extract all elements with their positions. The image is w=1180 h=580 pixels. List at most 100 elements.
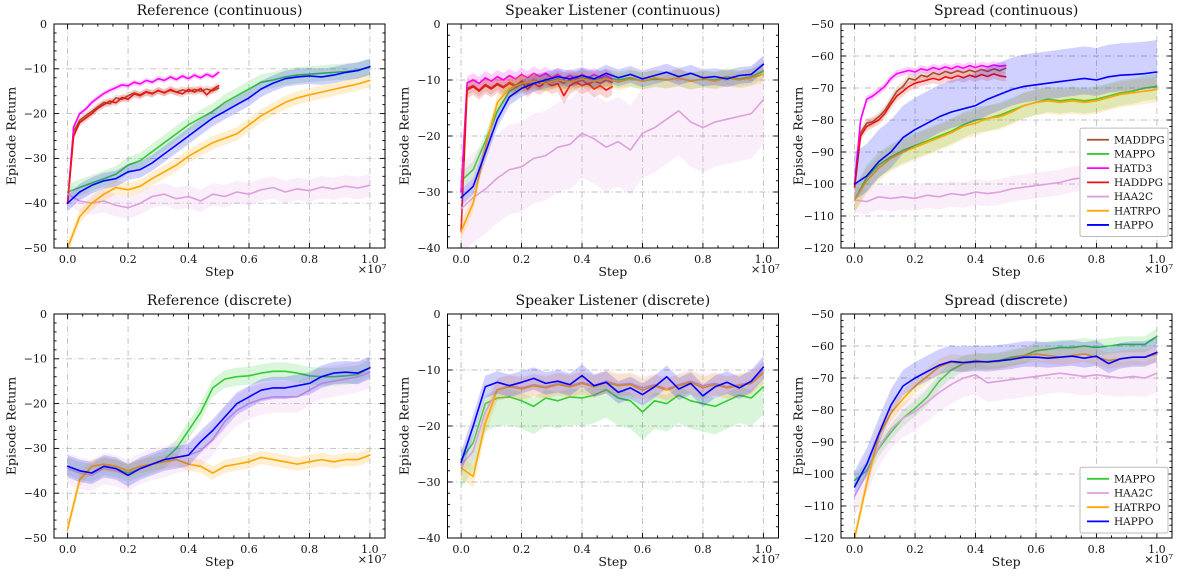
series-line-haddpg [460, 81, 614, 232]
x-axis-offset-text: ×10⁷ [357, 552, 387, 566]
subplot-speaker-listener-continuous: 0.0 0.2 0.4 0.6 0.8 1.0 0 −10 −20 −30 −40 Speaker … [393, 0, 786, 290]
x-axis-label: Step [205, 554, 234, 569]
series-group [460, 54, 765, 248]
x-tick-label: 0.0 [846, 253, 864, 266]
y-tick-label: −50 [24, 532, 47, 545]
x-tick-label: 0.2 [119, 253, 137, 266]
legend-label-hatrpo: HATRPO [1114, 502, 1161, 514]
confidence-band-happo [854, 336, 1157, 497]
confidence-band-haddpg [461, 73, 613, 240]
series-line-happo [460, 366, 765, 464]
series-line-happo [460, 63, 765, 199]
series-line-haa2c [66, 371, 371, 477]
x-tick-label: 0.6 [1027, 543, 1045, 556]
confidence-band-mappo [461, 378, 764, 488]
confidence-band-mappo [854, 73, 1157, 213]
subplot-reference-continuous: 0.0 0.2 0.4 0.6 0.8 1.0 0 −10 −20 −30 −40 −50 Refer… [0, 0, 393, 290]
confidence-band-hatrpo [461, 361, 764, 488]
y-tick-label: −30 [24, 152, 47, 165]
chart-title: Reference (discrete) [146, 293, 293, 309]
x-tick-label: 0.8 [301, 543, 319, 556]
subplot-speaker-listener-discrete: 0.0 0.2 0.4 0.6 0.8 1.0 0 −10 −20 −30 −40 Speaker … [393, 290, 786, 580]
legend: MADDPG MAPPO HATD3 HADDPG HAA2C HATRPO HAPPO [1079, 127, 1169, 238]
x-tick-label: 1.0 [361, 253, 379, 266]
confidence-band-happo [461, 55, 764, 207]
series-group [853, 328, 1158, 538]
x-tick-label: 0.4 [574, 253, 592, 266]
legend-label-happo: HAPPO [1114, 516, 1154, 528]
x-tick-label: 0.8 [695, 253, 713, 266]
series-line-haa2c [460, 98, 765, 210]
x-tick-label: 1.0 [755, 543, 773, 556]
y-tick-label: −120 [803, 532, 833, 545]
y-tick-label: −10 [418, 364, 441, 377]
y-tick-label: −70 [810, 372, 833, 385]
legend-label-maddpg: MADDPG [1114, 134, 1165, 146]
confidence-band-maddpg [461, 72, 613, 199]
x-tick-label: 0.8 [695, 543, 713, 556]
x-tick-label: 0.4 [966, 253, 984, 266]
axes-frame [53, 23, 386, 249]
chart-title: Speaker Listener (continuous) [505, 3, 721, 19]
chart-title: Reference (continuous) [136, 3, 303, 19]
reference-continuous-canvas: 0.0 0.2 0.4 0.6 0.8 1.0 0 −10 −20 −30 −40 −50 [24, 18, 386, 266]
x-tick-label: 0.0 [453, 543, 471, 556]
subplot-spread-discrete: 0.0 0.2 0.4 0.6 0.8 1.0 −50 −60 −70 −80 −90 −100 −11… [787, 290, 1180, 580]
legend-box [1079, 466, 1169, 534]
x-tick-label: 0.2 [906, 543, 924, 556]
y-tick-label: −10 [24, 353, 47, 366]
y-axis-label: Episode Return [790, 376, 806, 476]
confidence-band-haa2c [461, 54, 764, 248]
y-tick-label: −20 [418, 420, 441, 433]
y-tick-label: −110 [803, 500, 833, 513]
x-axis-offset-text: ×10⁷ [750, 552, 780, 566]
series-line-haddpg [66, 85, 220, 204]
y-axis-label: Episode Return [3, 376, 19, 476]
y-tick-label: −120 [803, 242, 833, 255]
speaker-listener-discrete-canvas: 0.0 0.2 0.4 0.6 0.8 1.0 0 −10 −20 −30 −40 [418, 308, 780, 556]
series-line-hatd3 [66, 71, 220, 204]
legend-label-mappo: MAPPO [1114, 149, 1155, 161]
y-tick-label: −10 [418, 74, 441, 87]
x-tick-label: 0.2 [119, 543, 137, 556]
series-group [66, 58, 371, 248]
y-tick-label: −50 [24, 242, 47, 255]
confidence-band-hatrpo [854, 76, 1157, 213]
legend-label-mappo: MAPPO [1114, 473, 1155, 485]
x-tick-label: 0.6 [634, 253, 652, 266]
x-tick-label: 0.6 [240, 253, 258, 266]
y-tick-label: −100 [803, 468, 833, 481]
legend-label-happo: HAPPO [1114, 220, 1154, 232]
series-line-mappo [460, 386, 765, 461]
y-tick-label: 0 [434, 18, 441, 31]
x-tick-label: 0.2 [513, 543, 531, 556]
series-line-mappo [66, 66, 371, 193]
x-tick-label: 0.8 [301, 253, 319, 266]
speaker-listener-continuous-canvas: 0.0 0.2 0.4 0.6 0.8 1.0 0 −10 −20 −30 −40 [418, 18, 780, 266]
y-tick-label: −20 [24, 107, 47, 120]
legend-label-hatd3: HATD3 [1114, 163, 1152, 175]
y-tick-label: −80 [810, 404, 833, 417]
legend-box [1079, 127, 1169, 238]
x-tick-label: 0.0 [453, 253, 471, 266]
series-line-happo [853, 351, 1158, 488]
axes-frame [840, 23, 1173, 249]
x-tick-label: 0.4 [574, 543, 592, 556]
confidence-band-happo [67, 356, 370, 487]
x-tick-label: 0.0 [59, 253, 77, 266]
y-tick-label: −50 [810, 308, 833, 321]
confidence-band-happo [67, 58, 370, 212]
x-tick-label: 0.2 [906, 253, 924, 266]
x-tick-label: 0.4 [966, 543, 984, 556]
y-tick-label: −10 [24, 63, 47, 76]
spread-continuous-canvas: 0.0 0.2 0.4 0.6 0.8 1.0 −50 −60 −70 −80 −90 −100 −11… [803, 18, 1173, 266]
y-axis-label: Episode Return [790, 86, 806, 186]
series-group [66, 356, 371, 536]
series-line-maddpg [853, 67, 1007, 188]
x-tick-label: 1.0 [755, 253, 773, 266]
y-tick-label: −20 [24, 397, 47, 410]
legend-label-haa2c: HAA2C [1114, 488, 1153, 500]
y-tick-label: 0 [40, 308, 47, 321]
x-axis-label: Step [991, 264, 1021, 279]
y-tick-label: −80 [810, 114, 833, 127]
